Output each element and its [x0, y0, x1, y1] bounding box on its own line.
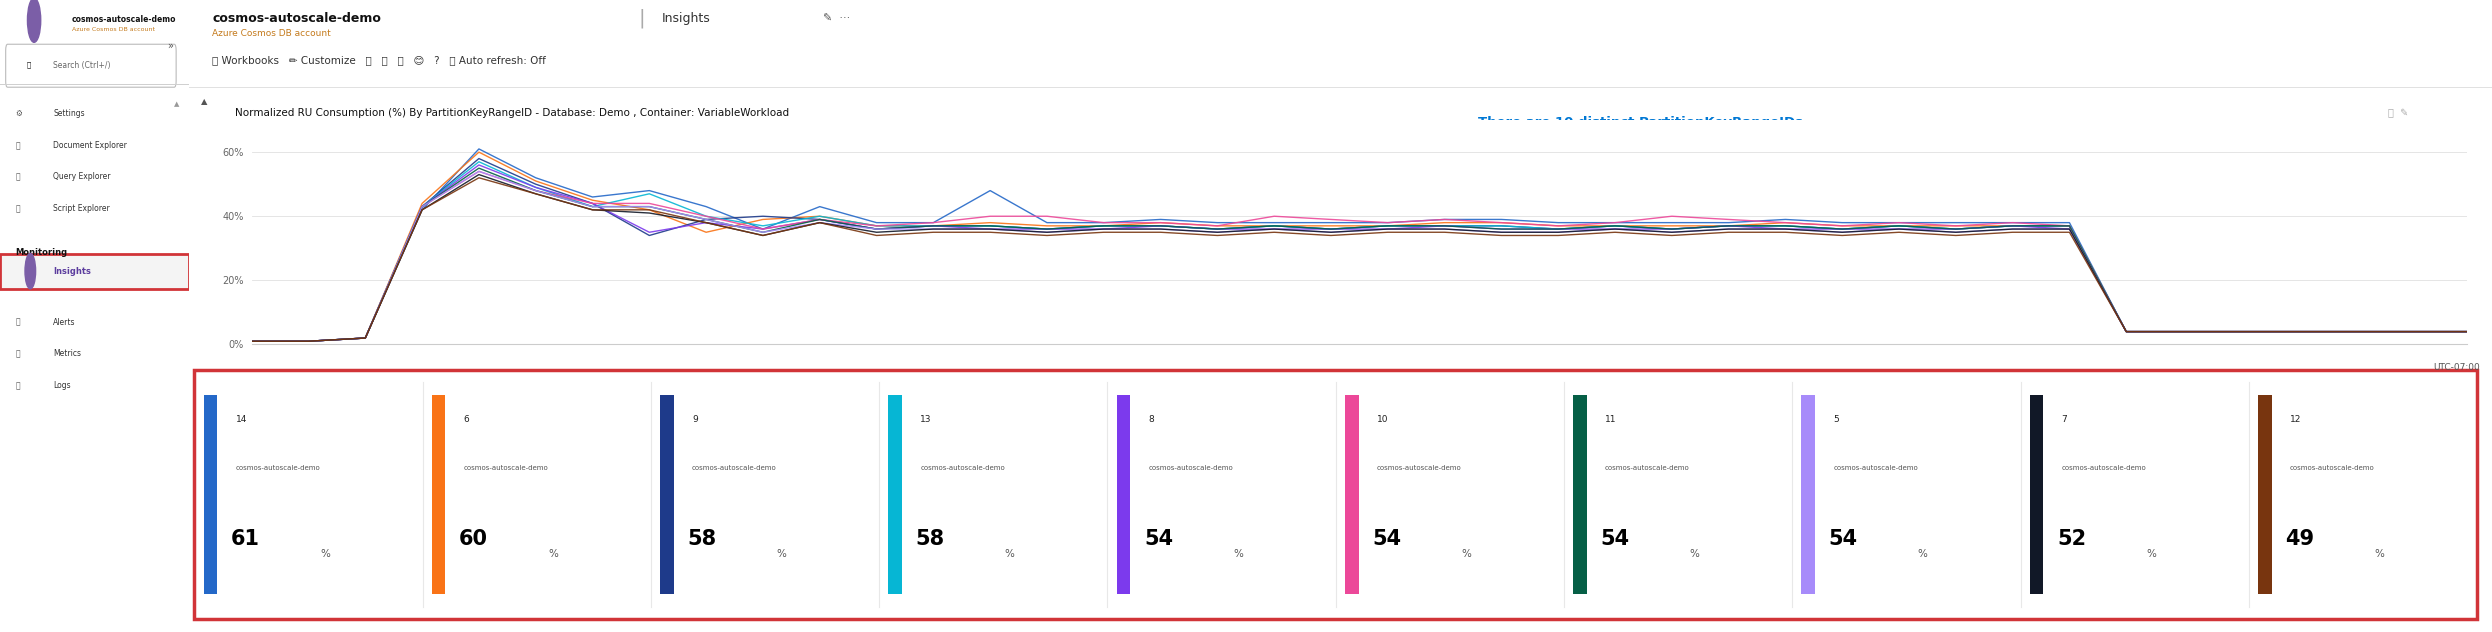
Text: 60: 60 — [459, 530, 488, 549]
Text: Logs: Logs — [52, 381, 70, 390]
Text: cosmos-autoscale-demo: cosmos-autoscale-demo — [72, 15, 177, 24]
Text: 8: 8 — [1149, 415, 1154, 423]
Text: Alerts: Alerts — [52, 318, 75, 327]
Text: cosmos-autoscale-demo: cosmos-autoscale-demo — [1834, 465, 1919, 471]
Text: %: % — [1690, 549, 1700, 559]
Text: %: % — [2375, 549, 2385, 559]
Text: 58: 58 — [915, 530, 944, 549]
Text: Azure Cosmos DB account: Azure Cosmos DB account — [72, 27, 155, 32]
Text: Script Explorer: Script Explorer — [52, 204, 110, 213]
FancyBboxPatch shape — [194, 370, 2477, 619]
Text: Normalized RU Consumption (%) By PartitionKeyRangeID - Database: Demo , Containe: Normalized RU Consumption (%) By Partiti… — [234, 108, 790, 118]
Circle shape — [25, 253, 35, 289]
Text: 52: 52 — [2056, 530, 2086, 549]
Bar — [2028, 394, 2043, 594]
Circle shape — [27, 0, 40, 42]
Text: 13: 13 — [920, 415, 932, 423]
Text: There are 10 distinct PartitionKeyRangeIDs: There are 10 distinct PartitionKeyRangeI… — [1478, 116, 1802, 130]
Text: 54: 54 — [1373, 530, 1401, 549]
Bar — [204, 394, 217, 594]
Text: 61: 61 — [232, 530, 259, 549]
Text: ✎  ···: ✎ ··· — [822, 13, 850, 23]
Text: UTC-07:00: UTC-07:00 — [2432, 363, 2480, 372]
Text: Metrics: Metrics — [52, 349, 82, 358]
Bar — [2258, 394, 2273, 594]
Text: 54: 54 — [1829, 530, 1859, 549]
Text: 12: 12 — [2290, 415, 2300, 423]
Text: ▲: ▲ — [174, 101, 179, 107]
Text: 6: 6 — [464, 415, 468, 423]
Text: %: % — [2146, 549, 2156, 559]
Text: Insights: Insights — [660, 12, 710, 25]
Bar — [1116, 394, 1131, 594]
Text: 📋: 📋 — [15, 381, 20, 390]
Bar — [1802, 394, 1814, 594]
Text: 5: 5 — [1834, 415, 1839, 423]
Text: cosmos-autoscale-demo: cosmos-autoscale-demo — [920, 465, 1004, 471]
Text: cosmos-autoscale-demo: cosmos-autoscale-demo — [212, 12, 381, 25]
Text: »: » — [167, 41, 172, 51]
Text: 🔍: 🔍 — [27, 62, 30, 68]
Text: Monitoring: Monitoring — [15, 248, 67, 257]
FancyBboxPatch shape — [5, 44, 177, 87]
Text: %: % — [548, 549, 558, 559]
Text: ⏱  ✎: ⏱ ✎ — [2387, 108, 2410, 118]
Text: Search (Ctrl+/): Search (Ctrl+/) — [52, 61, 110, 70]
Text: %: % — [319, 549, 329, 559]
Bar — [0, 0, 189, 41]
Text: Document Explorer: Document Explorer — [52, 141, 127, 150]
Text: cosmos-autoscale-demo: cosmos-autoscale-demo — [234, 465, 319, 471]
Text: 🔍: 🔍 — [15, 173, 20, 181]
Text: cosmos-autoscale-demo: cosmos-autoscale-demo — [464, 465, 548, 471]
Text: 📓 Workbooks   ✏ Customize   🔄   🔔   ⭐   😊   ?   🔄 Auto refresh: Off: 📓 Workbooks ✏ Customize 🔄 🔔 ⭐ 😊 ? 🔄 Auto… — [212, 55, 546, 65]
Text: 🔍: 🔍 — [15, 204, 20, 213]
Text: %: % — [1234, 549, 1244, 559]
Text: Settings: Settings — [52, 109, 85, 118]
Text: cosmos-autoscale-demo: cosmos-autoscale-demo — [1376, 465, 1460, 471]
Text: (physical partitions): (physical partitions) — [1565, 166, 1717, 179]
Text: ▲: ▲ — [202, 97, 207, 106]
Text: %: % — [1919, 549, 1929, 559]
Text: cosmos-autoscale-demo: cosmos-autoscale-demo — [2290, 465, 2375, 471]
Bar — [887, 394, 902, 594]
Text: ⚙: ⚙ — [15, 109, 22, 118]
FancyBboxPatch shape — [0, 254, 189, 289]
Text: cosmos-autoscale-demo: cosmos-autoscale-demo — [1605, 465, 1690, 471]
Bar — [1346, 394, 1358, 594]
Text: %: % — [1004, 549, 1014, 559]
Text: Azure Cosmos DB account: Azure Cosmos DB account — [212, 29, 331, 38]
Text: %: % — [778, 549, 787, 559]
Bar — [1572, 394, 1587, 594]
Text: %: % — [1460, 549, 1470, 559]
Text: 9: 9 — [693, 415, 698, 423]
Text: cosmos-autoscale-demo: cosmos-autoscale-demo — [1149, 465, 1234, 471]
Bar — [431, 394, 446, 594]
Text: 10: 10 — [1376, 415, 1388, 423]
Bar — [660, 394, 673, 594]
Bar — [189, 87, 2492, 88]
Bar — [0, 84, 189, 85]
Text: 📊: 📊 — [15, 349, 20, 358]
Text: 49: 49 — [2285, 530, 2315, 549]
Text: 54: 54 — [1600, 530, 1630, 549]
Text: Insights: Insights — [52, 267, 90, 276]
Text: 11: 11 — [1605, 415, 1617, 423]
Text: cosmos-autoscale-demo: cosmos-autoscale-demo — [2061, 465, 2146, 471]
Text: |: | — [638, 9, 645, 28]
Text: Query Explorer: Query Explorer — [52, 173, 110, 181]
Text: 🚨: 🚨 — [15, 318, 20, 327]
Text: 7: 7 — [2061, 415, 2068, 423]
Text: 🔍: 🔍 — [15, 141, 20, 150]
Text: 14: 14 — [234, 415, 247, 423]
Text: cosmos-autoscale-demo: cosmos-autoscale-demo — [693, 465, 778, 471]
Text: 54: 54 — [1144, 530, 1174, 549]
Text: 58: 58 — [688, 530, 718, 549]
